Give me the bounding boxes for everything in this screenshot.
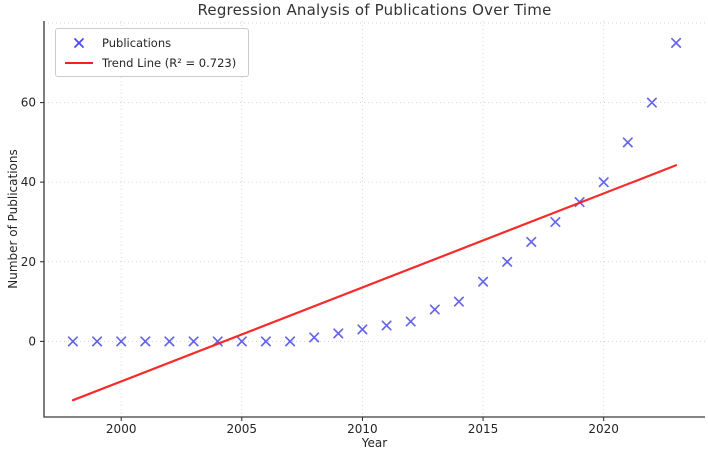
x-axis-label: Year	[361, 436, 388, 450]
tick-marks	[40, 102, 605, 421]
legend-item-publications: Publications	[64, 34, 236, 51]
legend-label: Trend Line (R² = 0.723)	[102, 55, 237, 70]
x-tick-label: 2020	[588, 422, 619, 436]
axes-spines	[43, 21, 705, 418]
legend-label: Publications	[102, 35, 172, 50]
y-tick-label: 0	[28, 334, 36, 348]
chart-title: Regression Analysis of Publications Over…	[197, 1, 552, 19]
gridlines	[44, 21, 705, 417]
y-tick-label: 20	[21, 255, 36, 269]
y-axis-label: Number of Publications	[6, 149, 20, 289]
x-tick-label: 2015	[468, 422, 499, 436]
trend-line-icon	[64, 61, 94, 64]
y-tick-label: 60	[21, 96, 36, 110]
x-tick-label: 2010	[347, 422, 378, 436]
legend-item-trend-line: Trend Line (R² = 0.723)	[64, 54, 236, 71]
legend: Publications Trend Line (R² = 0.723)	[55, 28, 250, 77]
scatter-markers	[67, 37, 682, 347]
x-tick-label: 2005	[227, 422, 258, 436]
trend-line	[71, 164, 678, 402]
x-tick-label: 2000	[106, 422, 137, 436]
y-tick-label: 40	[21, 175, 36, 189]
scatter-x-icon	[64, 37, 94, 49]
